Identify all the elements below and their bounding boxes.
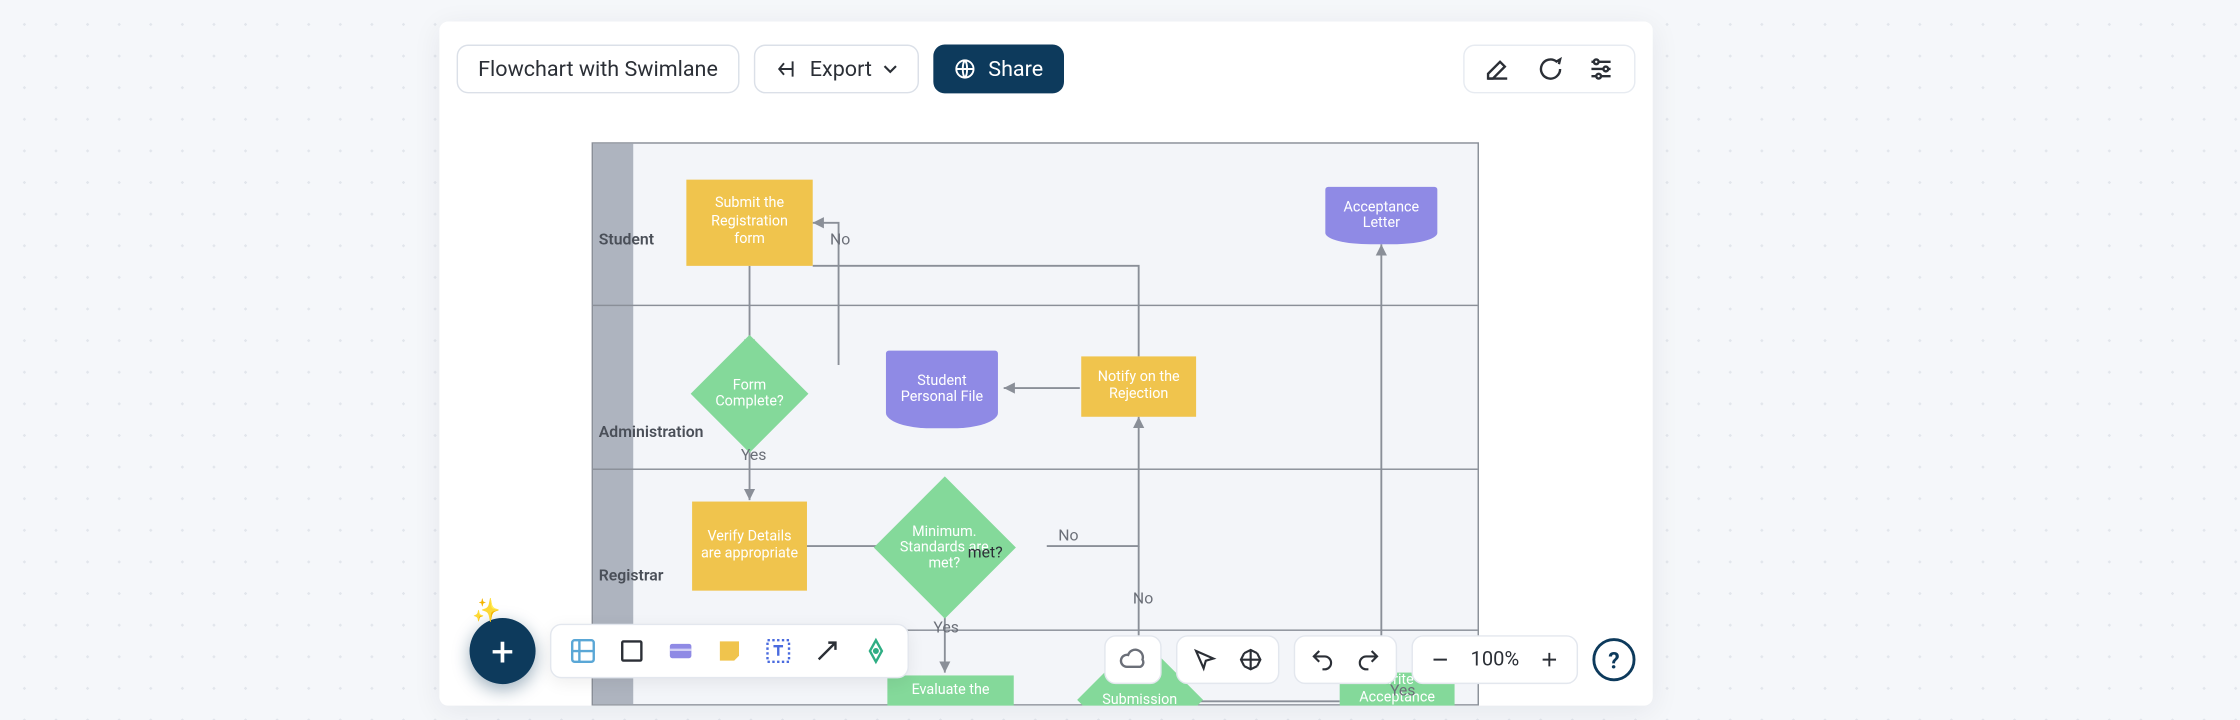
text-icon[interactable] bbox=[761, 634, 795, 668]
doc-title[interactable]: Flowchart with Swimlane bbox=[457, 45, 740, 94]
doc-title-text: Flowchart with Swimlane bbox=[478, 56, 718, 82]
add-fab[interactable]: + bbox=[470, 618, 536, 684]
edge-label: No bbox=[830, 230, 850, 249]
canvas-card: Flowchart with Swimlane Export Share bbox=[439, 22, 1652, 706]
pointer-pan-group bbox=[1176, 635, 1279, 684]
rect-icon[interactable] bbox=[615, 634, 649, 668]
tool-dock: ✨ + bbox=[470, 618, 909, 684]
cloud-icon[interactable] bbox=[1117, 644, 1149, 676]
flow-node[interactable]: Verify Details are appropriate bbox=[692, 502, 807, 591]
undo-redo-group bbox=[1294, 635, 1397, 684]
chevron-down-icon bbox=[883, 62, 897, 76]
pan-icon[interactable] bbox=[1235, 644, 1267, 676]
globe-icon bbox=[954, 57, 977, 80]
zoom-value: 100% bbox=[1471, 648, 1520, 671]
lane-label: Administration bbox=[599, 423, 704, 442]
table-icon[interactable] bbox=[566, 634, 600, 668]
lane-label: Student bbox=[599, 230, 654, 249]
bottom-right-controls: 100% ? bbox=[1104, 635, 1635, 684]
export-label: Export bbox=[810, 56, 872, 82]
edge-label: met? bbox=[968, 543, 1003, 562]
flow-node[interactable]: Submit the Registration form bbox=[686, 180, 812, 266]
lane-divider bbox=[593, 305, 1478, 306]
help-button[interactable]: ? bbox=[1592, 638, 1635, 681]
edge-label: No bbox=[1058, 526, 1078, 545]
flow-node[interactable]: Notify on the Rejection bbox=[1081, 356, 1196, 416]
zoom-out-icon[interactable] bbox=[1425, 644, 1457, 676]
top-right-icon-group bbox=[1463, 45, 1635, 94]
zoom-in-icon[interactable] bbox=[1534, 644, 1566, 676]
edge-label: Yes bbox=[933, 618, 959, 637]
undo-icon[interactable] bbox=[1307, 644, 1339, 676]
export-button[interactable]: Export bbox=[754, 45, 920, 94]
flow-node[interactable]: Student Personal File bbox=[886, 351, 998, 429]
share-button[interactable]: Share bbox=[934, 45, 1064, 94]
zoom-group: 100% bbox=[1412, 635, 1578, 684]
edit-icon[interactable] bbox=[1482, 53, 1514, 85]
pointer-icon[interactable] bbox=[1189, 644, 1221, 676]
pen-icon[interactable] bbox=[859, 634, 893, 668]
comment-icon[interactable] bbox=[1534, 53, 1566, 85]
sparkle-decor: ✨ bbox=[472, 596, 501, 623]
cloud-sync-group bbox=[1104, 635, 1161, 684]
export-icon bbox=[775, 57, 798, 80]
share-label: Share bbox=[988, 56, 1043, 82]
flow-node[interactable]: Acceptance Letter bbox=[1325, 187, 1437, 244]
arrow-icon[interactable] bbox=[810, 634, 844, 668]
card-icon[interactable] bbox=[663, 634, 697, 668]
lane-divider bbox=[593, 469, 1478, 470]
flow-node[interactable]: Form Complete? bbox=[691, 335, 809, 453]
redo-icon[interactable] bbox=[1353, 644, 1385, 676]
top-toolbar: Flowchart with Swimlane Export Share bbox=[457, 45, 1064, 94]
note-icon[interactable] bbox=[712, 634, 746, 668]
tool-tray bbox=[550, 624, 909, 679]
edge-label: Yes bbox=[741, 446, 767, 465]
settings-sliders-icon[interactable] bbox=[1585, 53, 1617, 85]
lane-label: Registrar bbox=[599, 566, 664, 585]
edge-label: No bbox=[1133, 589, 1153, 608]
